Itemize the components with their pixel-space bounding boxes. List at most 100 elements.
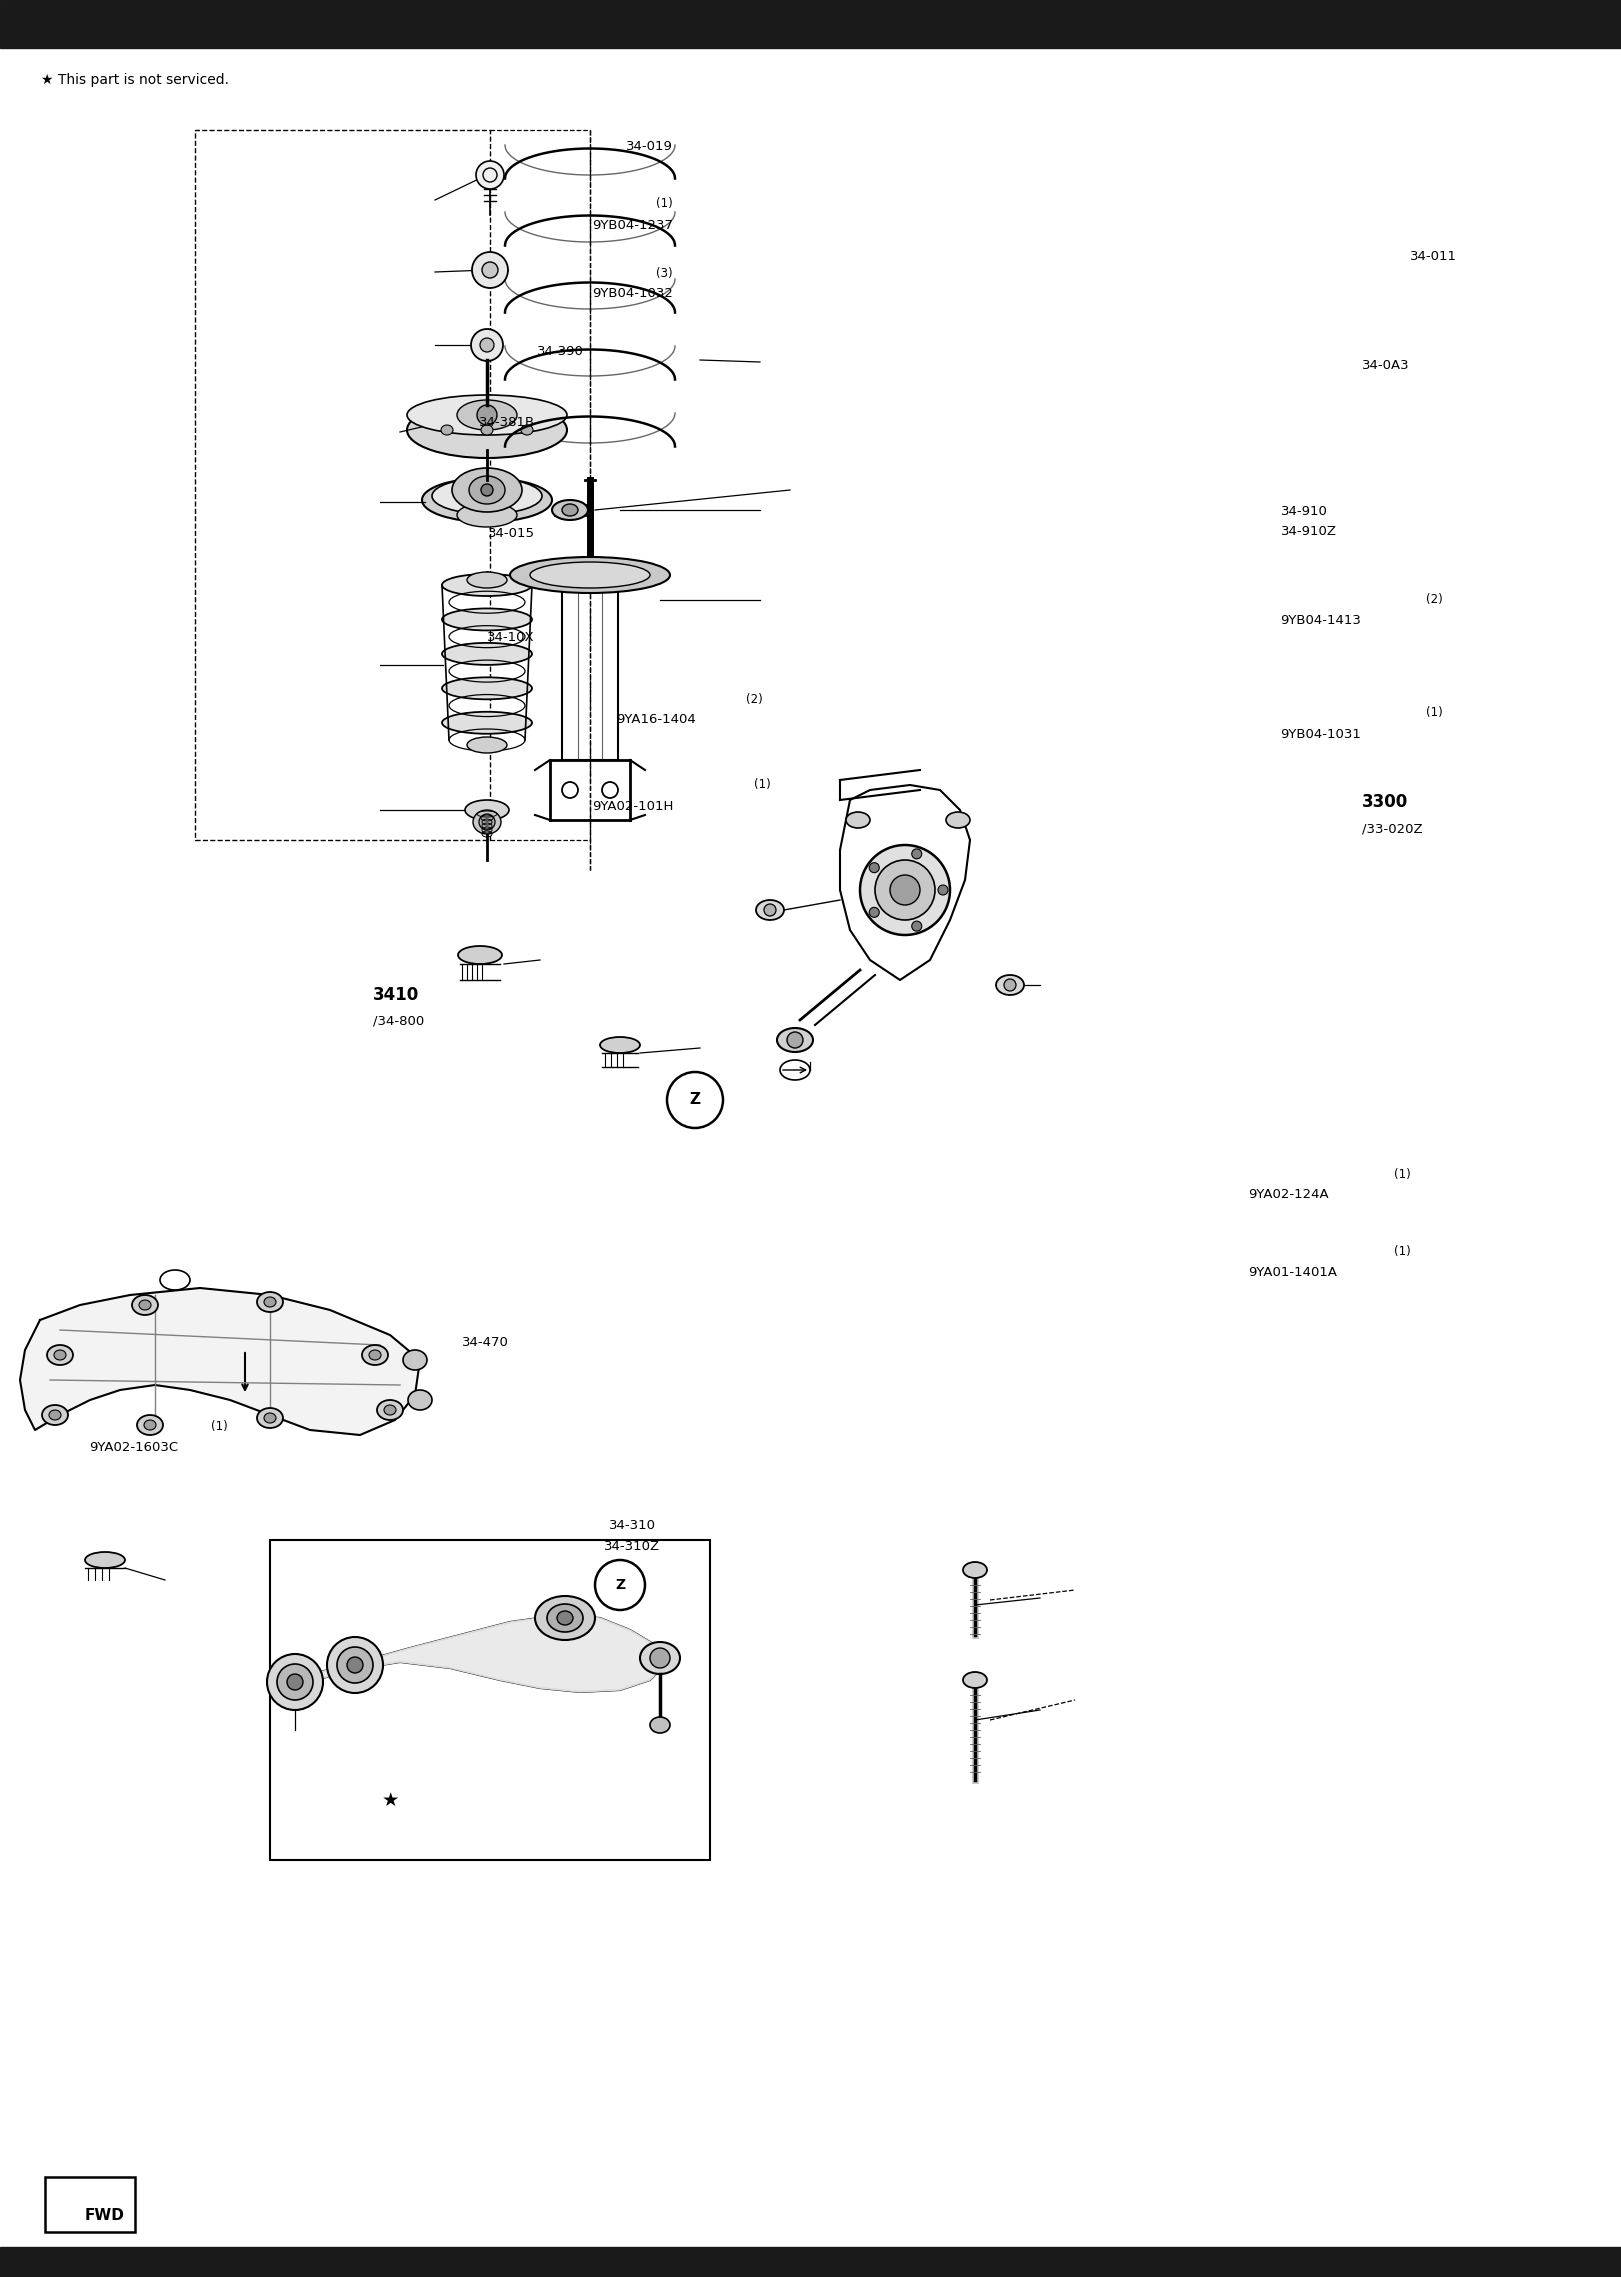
Text: 34-910Z: 34-910Z — [1281, 526, 1337, 537]
Ellipse shape — [477, 162, 504, 189]
Text: (3): (3) — [657, 266, 673, 280]
Ellipse shape — [84, 1553, 125, 1569]
Polygon shape — [19, 1289, 420, 1435]
Text: 9YA02-101H: 9YA02-101H — [592, 799, 673, 813]
Ellipse shape — [138, 1414, 164, 1435]
Ellipse shape — [144, 1421, 156, 1430]
Text: (2): (2) — [1426, 594, 1443, 606]
Polygon shape — [290, 1614, 665, 1692]
Ellipse shape — [511, 558, 669, 592]
Text: 9YA16-1404: 9YA16-1404 — [616, 713, 695, 726]
Text: 9YB04-1413: 9YB04-1413 — [1281, 615, 1362, 626]
Ellipse shape — [452, 469, 522, 512]
Ellipse shape — [42, 1405, 68, 1425]
Text: (1): (1) — [657, 198, 673, 209]
Ellipse shape — [963, 1562, 987, 1578]
Ellipse shape — [478, 813, 494, 831]
Ellipse shape — [468, 476, 506, 503]
Text: (2): (2) — [746, 692, 762, 706]
Ellipse shape — [131, 1296, 157, 1316]
Ellipse shape — [407, 403, 567, 458]
Ellipse shape — [467, 738, 507, 754]
Text: FWD: FWD — [84, 2206, 125, 2222]
Text: 3410: 3410 — [373, 986, 420, 1004]
Ellipse shape — [666, 1072, 723, 1127]
Text: 34-015: 34-015 — [488, 528, 535, 540]
Ellipse shape — [443, 608, 532, 631]
Ellipse shape — [264, 1298, 276, 1307]
Text: 9YA01-1401A: 9YA01-1401A — [1248, 1266, 1337, 1280]
Ellipse shape — [457, 401, 517, 430]
Bar — [45, 2177, 135, 2231]
Ellipse shape — [47, 1346, 73, 1364]
Ellipse shape — [481, 485, 493, 496]
Ellipse shape — [347, 1658, 363, 1674]
Ellipse shape — [384, 1405, 396, 1414]
Ellipse shape — [530, 562, 650, 587]
Text: 9YA02-124A: 9YA02-124A — [1248, 1189, 1329, 1200]
Ellipse shape — [49, 1409, 62, 1421]
Ellipse shape — [546, 1603, 584, 1633]
Text: ★: ★ — [381, 1790, 399, 1810]
Ellipse shape — [553, 501, 588, 519]
Ellipse shape — [327, 1637, 383, 1694]
Ellipse shape — [277, 1664, 313, 1701]
Ellipse shape — [443, 676, 532, 699]
Text: (1): (1) — [754, 779, 770, 790]
Text: 34-019: 34-019 — [626, 141, 673, 153]
Text: 34-310Z: 34-310Z — [605, 1539, 660, 1553]
Ellipse shape — [650, 1717, 669, 1733]
Text: 34-0A3: 34-0A3 — [1362, 360, 1409, 371]
Text: 9YB04-1031: 9YB04-1031 — [1281, 729, 1362, 740]
Ellipse shape — [443, 574, 532, 597]
Ellipse shape — [378, 1400, 404, 1421]
Text: 34-390: 34-390 — [537, 346, 584, 357]
Text: /33-020Z: /33-020Z — [1362, 822, 1422, 836]
Text: 34-10X: 34-10X — [488, 631, 535, 644]
Ellipse shape — [457, 503, 517, 526]
Text: 34-011: 34-011 — [1410, 250, 1457, 262]
Text: (1): (1) — [1394, 1168, 1410, 1182]
Ellipse shape — [337, 1646, 373, 1683]
Ellipse shape — [861, 845, 950, 936]
Ellipse shape — [875, 861, 935, 920]
Ellipse shape — [788, 1031, 802, 1047]
Ellipse shape — [776, 1027, 814, 1052]
Ellipse shape — [361, 1346, 387, 1364]
Ellipse shape — [472, 328, 503, 362]
Ellipse shape — [258, 1291, 284, 1312]
Bar — [0, 0, 1621, 48]
Ellipse shape — [947, 813, 969, 829]
Text: 34-310: 34-310 — [609, 1519, 655, 1532]
Text: (1): (1) — [1394, 1246, 1410, 1257]
Ellipse shape — [472, 253, 507, 287]
Ellipse shape — [763, 904, 776, 915]
Ellipse shape — [258, 1407, 284, 1428]
Ellipse shape — [963, 1671, 987, 1687]
Ellipse shape — [421, 478, 553, 521]
Ellipse shape — [911, 922, 922, 931]
Text: Z: Z — [614, 1578, 626, 1592]
Ellipse shape — [139, 1300, 151, 1309]
Text: /34-800: /34-800 — [373, 1016, 425, 1027]
Ellipse shape — [520, 426, 533, 435]
Ellipse shape — [407, 394, 567, 435]
Ellipse shape — [650, 1649, 669, 1669]
Ellipse shape — [535, 1596, 595, 1639]
Ellipse shape — [408, 1389, 433, 1409]
Ellipse shape — [443, 642, 532, 665]
Ellipse shape — [53, 1350, 66, 1359]
Ellipse shape — [481, 262, 498, 278]
Text: 34-910: 34-910 — [1281, 505, 1328, 517]
Bar — [271, 1539, 710, 1860]
Ellipse shape — [459, 945, 503, 963]
Ellipse shape — [481, 426, 493, 435]
Text: 3300: 3300 — [1362, 792, 1409, 811]
Text: 34-381B: 34-381B — [478, 417, 535, 428]
Ellipse shape — [264, 1414, 276, 1423]
Ellipse shape — [441, 426, 452, 435]
Ellipse shape — [755, 899, 785, 920]
Ellipse shape — [287, 1674, 303, 1690]
Ellipse shape — [443, 713, 532, 733]
Ellipse shape — [467, 572, 507, 587]
